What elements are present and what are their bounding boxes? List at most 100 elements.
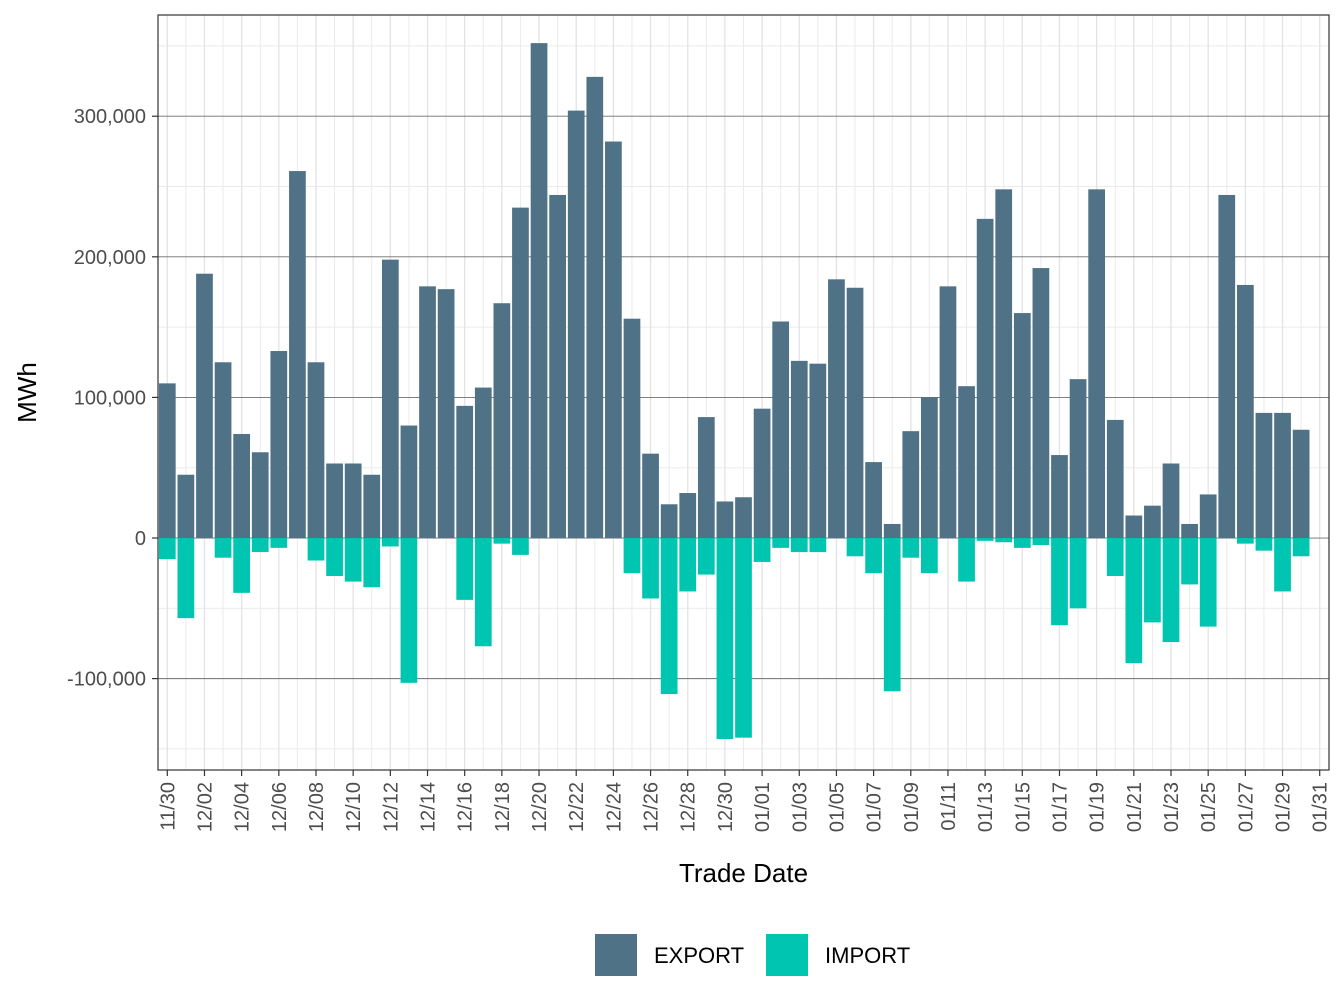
bar-export-12-02 bbox=[196, 273, 213, 539]
x-tick-label: 12/24 bbox=[603, 782, 625, 832]
bar-export-01-09 bbox=[902, 431, 920, 539]
bar-export-11-30 bbox=[158, 383, 176, 539]
bar-export-12-24 bbox=[605, 141, 622, 539]
bar-export-12-19 bbox=[512, 207, 529, 539]
bar-import-12-17 bbox=[474, 538, 492, 647]
bar-export-01-06 bbox=[846, 287, 864, 539]
bar-export-12-11 bbox=[363, 474, 381, 539]
bar-import-12-29 bbox=[697, 538, 715, 575]
bar-import-01-28 bbox=[1255, 538, 1273, 551]
bar-import-01-24 bbox=[1181, 538, 1198, 585]
legend-key-export bbox=[595, 934, 637, 976]
bar-import-01-01 bbox=[753, 538, 771, 562]
x-tick-label: 12/16 bbox=[455, 782, 477, 832]
bars bbox=[158, 43, 1310, 740]
x-axis-title: Trade Date bbox=[679, 858, 808, 888]
x-tick-label: 01/23 bbox=[1161, 782, 1183, 832]
bar-export-12-26 bbox=[642, 453, 659, 539]
bar-export-12-10 bbox=[344, 463, 362, 539]
bar-export-01-10 bbox=[921, 397, 938, 539]
bar-import-12-04 bbox=[233, 538, 251, 593]
x-tick-label: 11/30 bbox=[157, 782, 179, 831]
bar-export-01-14 bbox=[995, 189, 1013, 539]
x-tick-label: 12/28 bbox=[678, 782, 700, 832]
bar-import-01-29 bbox=[1274, 538, 1291, 592]
bar-import-12-18 bbox=[493, 538, 511, 544]
bar-export-01-11 bbox=[939, 286, 957, 539]
bar-import-12-10 bbox=[344, 538, 362, 582]
bar-export-01-22 bbox=[1144, 505, 1161, 539]
x-tick-label: 12/14 bbox=[418, 782, 440, 832]
panel-border bbox=[157, 14, 1330, 771]
x-tick-label: 12/22 bbox=[566, 782, 588, 832]
bar-export-12-15 bbox=[437, 289, 455, 539]
bar-import-01-23 bbox=[1162, 538, 1180, 643]
y-tick-label: 100,000 bbox=[74, 387, 146, 409]
bar-export-01-18 bbox=[1069, 379, 1087, 539]
x-tick-label: 01/01 bbox=[752, 782, 774, 832]
bar-export-12-09 bbox=[326, 463, 343, 539]
x-tick-label: 12/12 bbox=[380, 782, 402, 832]
legend: EXPORT IMPORT bbox=[595, 934, 910, 976]
bar-export-12-04 bbox=[233, 433, 251, 539]
bar-export-12-05 bbox=[251, 452, 269, 539]
bar-import-12-13 bbox=[400, 538, 418, 683]
bar-export-12-31 bbox=[735, 497, 752, 539]
bar-import-01-09 bbox=[902, 538, 920, 558]
bar-import-01-16 bbox=[1032, 538, 1050, 546]
bar-export-01-19 bbox=[1088, 189, 1106, 539]
bar-export-12-13 bbox=[400, 425, 418, 539]
bar-import-12-30 bbox=[716, 538, 734, 740]
bar-import-01-30 bbox=[1292, 538, 1310, 557]
bar-import-01-21 bbox=[1125, 538, 1143, 664]
bar-import-12-08 bbox=[307, 538, 325, 561]
bar-export-12-07 bbox=[289, 171, 306, 539]
x-tick-label: 12/06 bbox=[269, 782, 291, 832]
legend-key-import bbox=[766, 934, 808, 976]
bar-export-12-22 bbox=[567, 110, 585, 539]
x-tick-label: 01/25 bbox=[1198, 782, 1220, 832]
bar-export-12-23 bbox=[586, 76, 604, 539]
y-axis-title: MWh bbox=[12, 362, 42, 423]
bar-import-12-16 bbox=[456, 538, 474, 600]
legend-label-export: EXPORT bbox=[654, 943, 744, 968]
x-tick-label: 01/27 bbox=[1235, 782, 1257, 832]
bar-export-01-07 bbox=[865, 462, 882, 539]
bar-export-01-08 bbox=[883, 523, 901, 539]
bar-export-12-28 bbox=[679, 493, 697, 539]
bar-export-01-16 bbox=[1032, 268, 1050, 539]
bar-export-12-06 bbox=[270, 351, 288, 539]
bar-import-01-10 bbox=[921, 538, 938, 574]
x-tick-label: 01/13 bbox=[975, 782, 997, 832]
x-tick-label: 12/02 bbox=[194, 782, 216, 832]
bar-export-01-13 bbox=[976, 218, 994, 539]
y-tick-label: 300,000 bbox=[74, 106, 146, 128]
bar-export-01-02 bbox=[772, 321, 790, 539]
bar-import-12-05 bbox=[251, 538, 269, 553]
bar-export-12-01 bbox=[177, 474, 195, 539]
legend-label-import: IMPORT bbox=[825, 943, 910, 968]
bar-import-01-14 bbox=[995, 538, 1013, 543]
bar-import-01-07 bbox=[865, 538, 882, 574]
bar-import-01-17 bbox=[1051, 538, 1068, 626]
x-tick-label: 01/19 bbox=[1087, 782, 1109, 832]
bar-export-12-14 bbox=[419, 286, 436, 539]
bar-export-12-27 bbox=[660, 504, 678, 539]
bar-export-01-25 bbox=[1199, 494, 1217, 539]
bar-import-01-18 bbox=[1069, 538, 1087, 609]
bar-export-12-25 bbox=[623, 318, 641, 539]
x-tick-label: 01/11 bbox=[938, 782, 960, 831]
bar-export-12-20 bbox=[530, 43, 548, 539]
x-tick-label: 12/10 bbox=[343, 782, 365, 832]
bar-import-01-25 bbox=[1199, 538, 1217, 627]
bar-export-12-12 bbox=[381, 259, 399, 539]
bar-import-12-26 bbox=[642, 538, 659, 599]
bar-export-12-03 bbox=[214, 362, 232, 539]
bar-export-01-30 bbox=[1292, 429, 1310, 539]
bar-import-01-27 bbox=[1236, 538, 1254, 544]
bar-import-12-31 bbox=[735, 538, 752, 738]
bar-export-01-17 bbox=[1051, 455, 1068, 539]
x-tick-label: 01/15 bbox=[1012, 782, 1034, 832]
y-tick-label: 0 bbox=[135, 528, 146, 550]
